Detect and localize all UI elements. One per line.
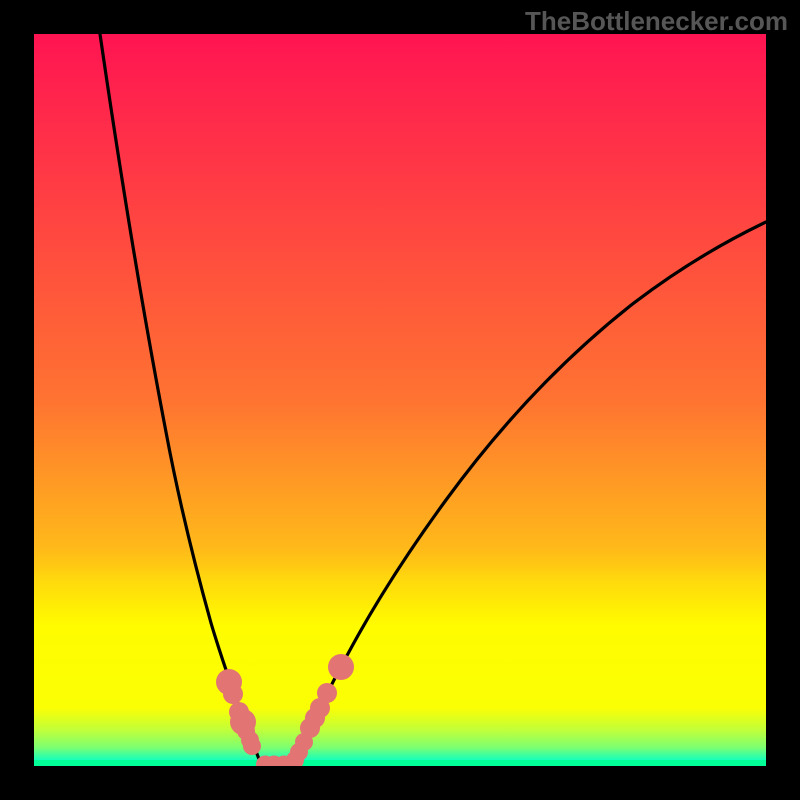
curve-path: [293, 222, 766, 766]
curve-marker: [223, 684, 243, 704]
curve-marker: [328, 654, 354, 680]
curve-path: [100, 34, 265, 766]
stage: TheBottlenecker.com: [0, 0, 800, 800]
curve-layer: [0, 0, 800, 800]
watermark-text: TheBottlenecker.com: [525, 6, 788, 37]
curve-marker: [317, 683, 337, 703]
curve-marker: [243, 737, 261, 755]
